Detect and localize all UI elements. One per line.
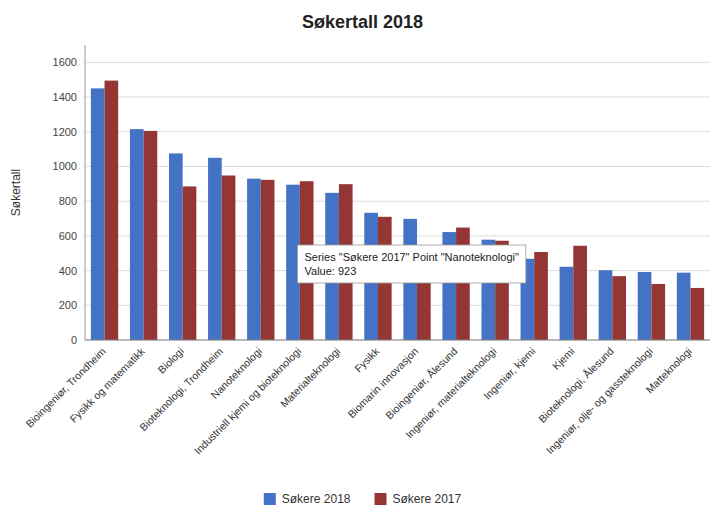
bar — [638, 272, 652, 340]
bar — [222, 175, 236, 340]
bars — [91, 81, 704, 340]
x-tick-label: Bioingeniør, Ålesund — [383, 345, 460, 422]
bar — [91, 88, 105, 340]
y-tick-label: 600 — [59, 230, 77, 242]
x-tick-label: Materialteknologi — [278, 345, 343, 410]
y-tick-label: 1600 — [53, 56, 77, 68]
annotation-text: Series "Søkere 2017" Point "Nanoteknolog… — [305, 251, 519, 263]
x-tick-label: Fysikk — [352, 344, 382, 374]
y-axis-label: Søkertall — [9, 169, 23, 216]
bar — [183, 186, 197, 340]
annotation: Series "Søkere 2017" Point "Nanoteknolog… — [298, 245, 526, 283]
bar — [261, 180, 275, 340]
legend-label: Søkere 2017 — [393, 492, 462, 506]
x-tick-label: Matteknologi — [643, 345, 694, 396]
y-tick-label: 200 — [59, 299, 77, 311]
x-tick-label: Ingeniør, kjemi — [481, 345, 538, 402]
legend-label: Søkere 2018 — [282, 492, 351, 506]
grid-line — [85, 97, 710, 98]
y-axis-line — [85, 45, 86, 340]
x-tick-label: Ingeniør, olje- og gassteknologi — [544, 345, 655, 456]
y-tick-label: 400 — [59, 265, 77, 277]
x-axis-line — [85, 340, 710, 341]
x-tick-label: Fysikk og matematikk — [67, 344, 147, 424]
annotation-text: Value: 923 — [305, 265, 357, 277]
grid-line — [85, 62, 710, 63]
bar — [599, 270, 613, 340]
grid-line — [85, 131, 710, 132]
legend-swatch — [264, 493, 276, 505]
bar — [651, 284, 665, 340]
y-tick-label: 1000 — [53, 160, 77, 172]
legend: Søkere 2018 Søkere 2017 — [264, 492, 462, 506]
chart: Søkertall 2018 0 200 400 600 800 1000 1200 1400 1… — [0, 0, 725, 520]
bar — [130, 129, 144, 340]
y-tick-label: 1400 — [53, 91, 77, 103]
bar — [690, 288, 704, 340]
title: Søkertall 2018 — [302, 12, 423, 32]
y-tick-label: 0 — [71, 334, 77, 346]
bar — [456, 228, 470, 340]
x-tick-label: Biomarin innovasjon — [345, 345, 420, 420]
bar — [612, 276, 626, 340]
bar — [144, 131, 158, 340]
bar — [169, 153, 183, 340]
bar — [573, 246, 587, 340]
legend-swatch — [375, 493, 387, 505]
grid-line — [85, 340, 710, 341]
bar — [247, 179, 261, 340]
x-tick-label: Biologi — [155, 345, 186, 376]
x-tick-label: Bioteknologi, Ålesund — [536, 345, 616, 425]
bar — [534, 252, 548, 340]
y-tick-label: 1200 — [53, 126, 77, 138]
bar — [208, 158, 222, 340]
bar — [677, 273, 691, 340]
x-tick-label: Kjemi — [550, 345, 577, 372]
annotation-box — [298, 245, 526, 283]
bar — [560, 267, 574, 340]
y-tick-label: 800 — [59, 195, 77, 207]
bar — [105, 81, 119, 340]
